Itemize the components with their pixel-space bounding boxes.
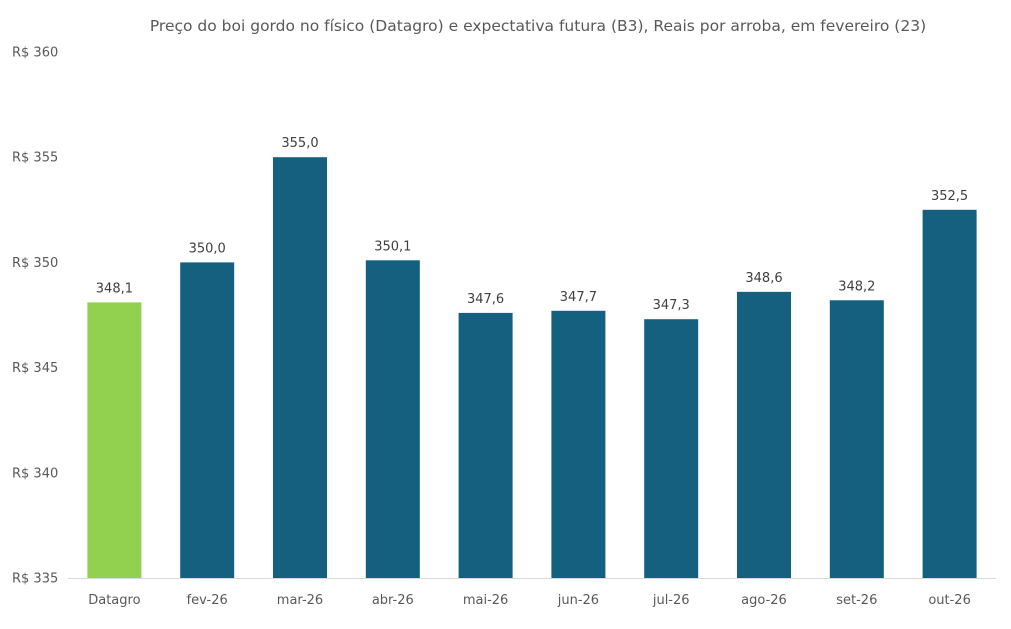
bar-datagro [87,302,142,578]
data-label: 348,1 [96,281,133,296]
data-label: 350,0 [189,241,226,256]
bar-mai-26 [458,312,513,578]
bars [87,157,977,579]
y-tick-label: R$ 350 [12,256,58,271]
data-label: 348,2 [838,279,875,294]
y-tick-label: R$ 335 [12,572,58,587]
x-tick-label: mar-26 [277,593,323,608]
data-label: 355,0 [281,136,318,151]
bar-fev-26 [180,262,235,578]
x-tick-label: ago-26 [741,593,787,608]
x-tick-label: jun-26 [557,593,599,608]
x-tick-label: mai-26 [463,593,508,608]
data-label: 347,7 [560,290,597,305]
data-label: 348,6 [745,271,782,286]
bar-mar-26 [273,157,327,578]
bar-jun-26 [551,310,606,578]
y-tick-label: R$ 340 [12,466,58,481]
x-tick-label: out-26 [928,593,971,608]
x-tick-label: fev-26 [187,593,228,608]
x-tick-label: abr-26 [372,593,414,608]
y-tick-label: R$ 355 [12,151,58,166]
x-tick-label: jul-26 [652,593,690,608]
data-label: 352,5 [931,189,968,204]
x-tick-label: Datagro [88,593,140,608]
y-tick-label: R$ 360 [12,46,58,61]
y-axis: R$ 335 R$ 340 R$ 345 R$ 350 R$ 355 R$ 360 [12,46,58,587]
data-label: 347,3 [653,298,690,313]
bar-ago-26 [737,291,791,578]
bar-abr-26 [365,260,420,578]
data-labels: 348,1 350,0 355,0 350,1 347,6 347,7 347,3 348,6… [96,136,968,313]
x-axis: Datagro fev-26 mar-26 abr-26 mai-26 jun-26 jul… [68,578,996,608]
data-label: 347,6 [467,292,504,307]
x-tick-label: set-26 [836,593,877,608]
bar-set-26 [829,300,884,578]
bar-out-26 [922,209,977,579]
chart-title: Preço do boi gordo no físico (Datagro) e… [150,17,926,35]
data-label: 350,1 [374,239,411,254]
bar-jul-26 [644,319,699,578]
y-tick-label: R$ 345 [12,361,58,376]
